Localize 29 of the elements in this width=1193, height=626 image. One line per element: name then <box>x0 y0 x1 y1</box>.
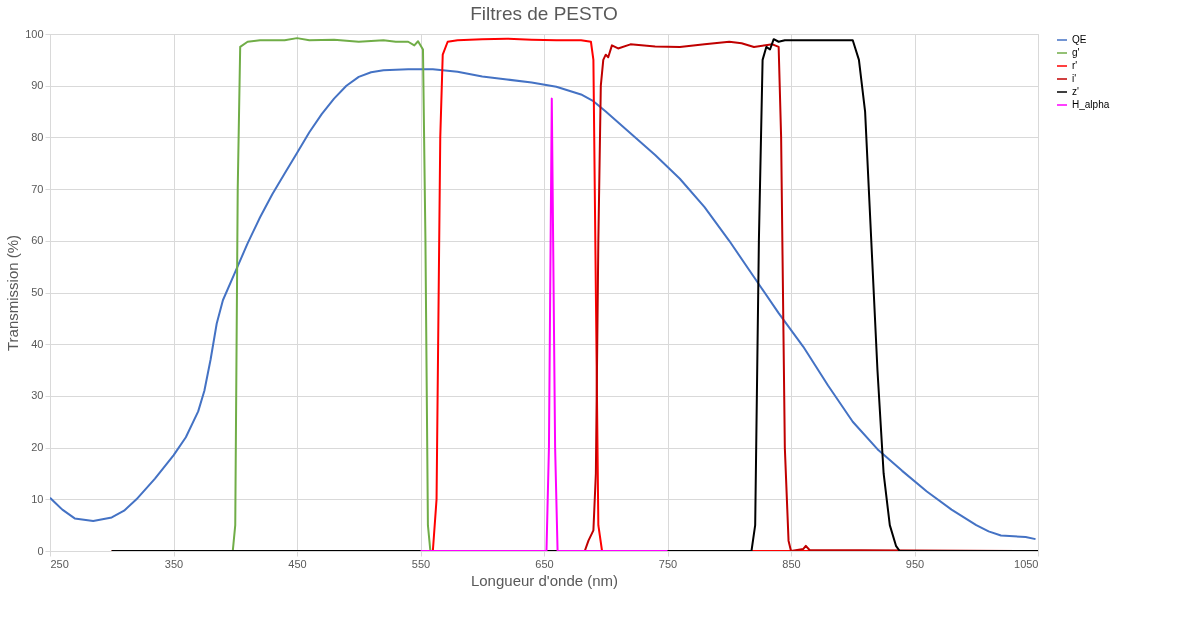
x-tick-label: 250 <box>50 557 69 570</box>
x-tick-label: 450 <box>288 557 307 570</box>
y-tick-label: 80 <box>31 130 44 143</box>
y-tick-label: 50 <box>31 286 44 298</box>
x-tick-label: 1050 <box>1014 557 1039 570</box>
y-tick-label: 90 <box>31 79 44 92</box>
x-tick-label: 950 <box>905 557 925 570</box>
legend-label: H_alpha <box>1072 99 1110 110</box>
y-tick-label: 60 <box>31 234 44 247</box>
x-tick-label: 550 <box>411 557 431 570</box>
chart-title: Filtres de PESTO <box>470 3 618 24</box>
x-tick-label: 350 <box>164 557 184 570</box>
y-tick-label: 30 <box>31 389 44 402</box>
legend-label: i' <box>1072 73 1077 84</box>
legend-label: g' <box>1072 47 1080 58</box>
x-tick-label: 750 <box>658 557 678 570</box>
y-tick-label: 70 <box>31 182 44 195</box>
x-tick-label: 850 <box>782 557 801 570</box>
legend-label: r' <box>1072 60 1078 71</box>
legend-label: QE <box>1072 34 1087 45</box>
y-axis-title: Transmission (%) <box>4 234 22 352</box>
x-tick-label: 650 <box>535 557 554 570</box>
y-tick-label: 0 <box>37 544 44 557</box>
x-axis-title: Longueur d'onde (nm) <box>470 571 619 589</box>
y-tick-label: 40 <box>31 337 44 350</box>
legend-label: z' <box>1072 86 1079 97</box>
y-tick-label: 20 <box>31 441 44 454</box>
y-tick-label: 100 <box>25 27 44 40</box>
y-tick-label: 10 <box>31 492 44 505</box>
